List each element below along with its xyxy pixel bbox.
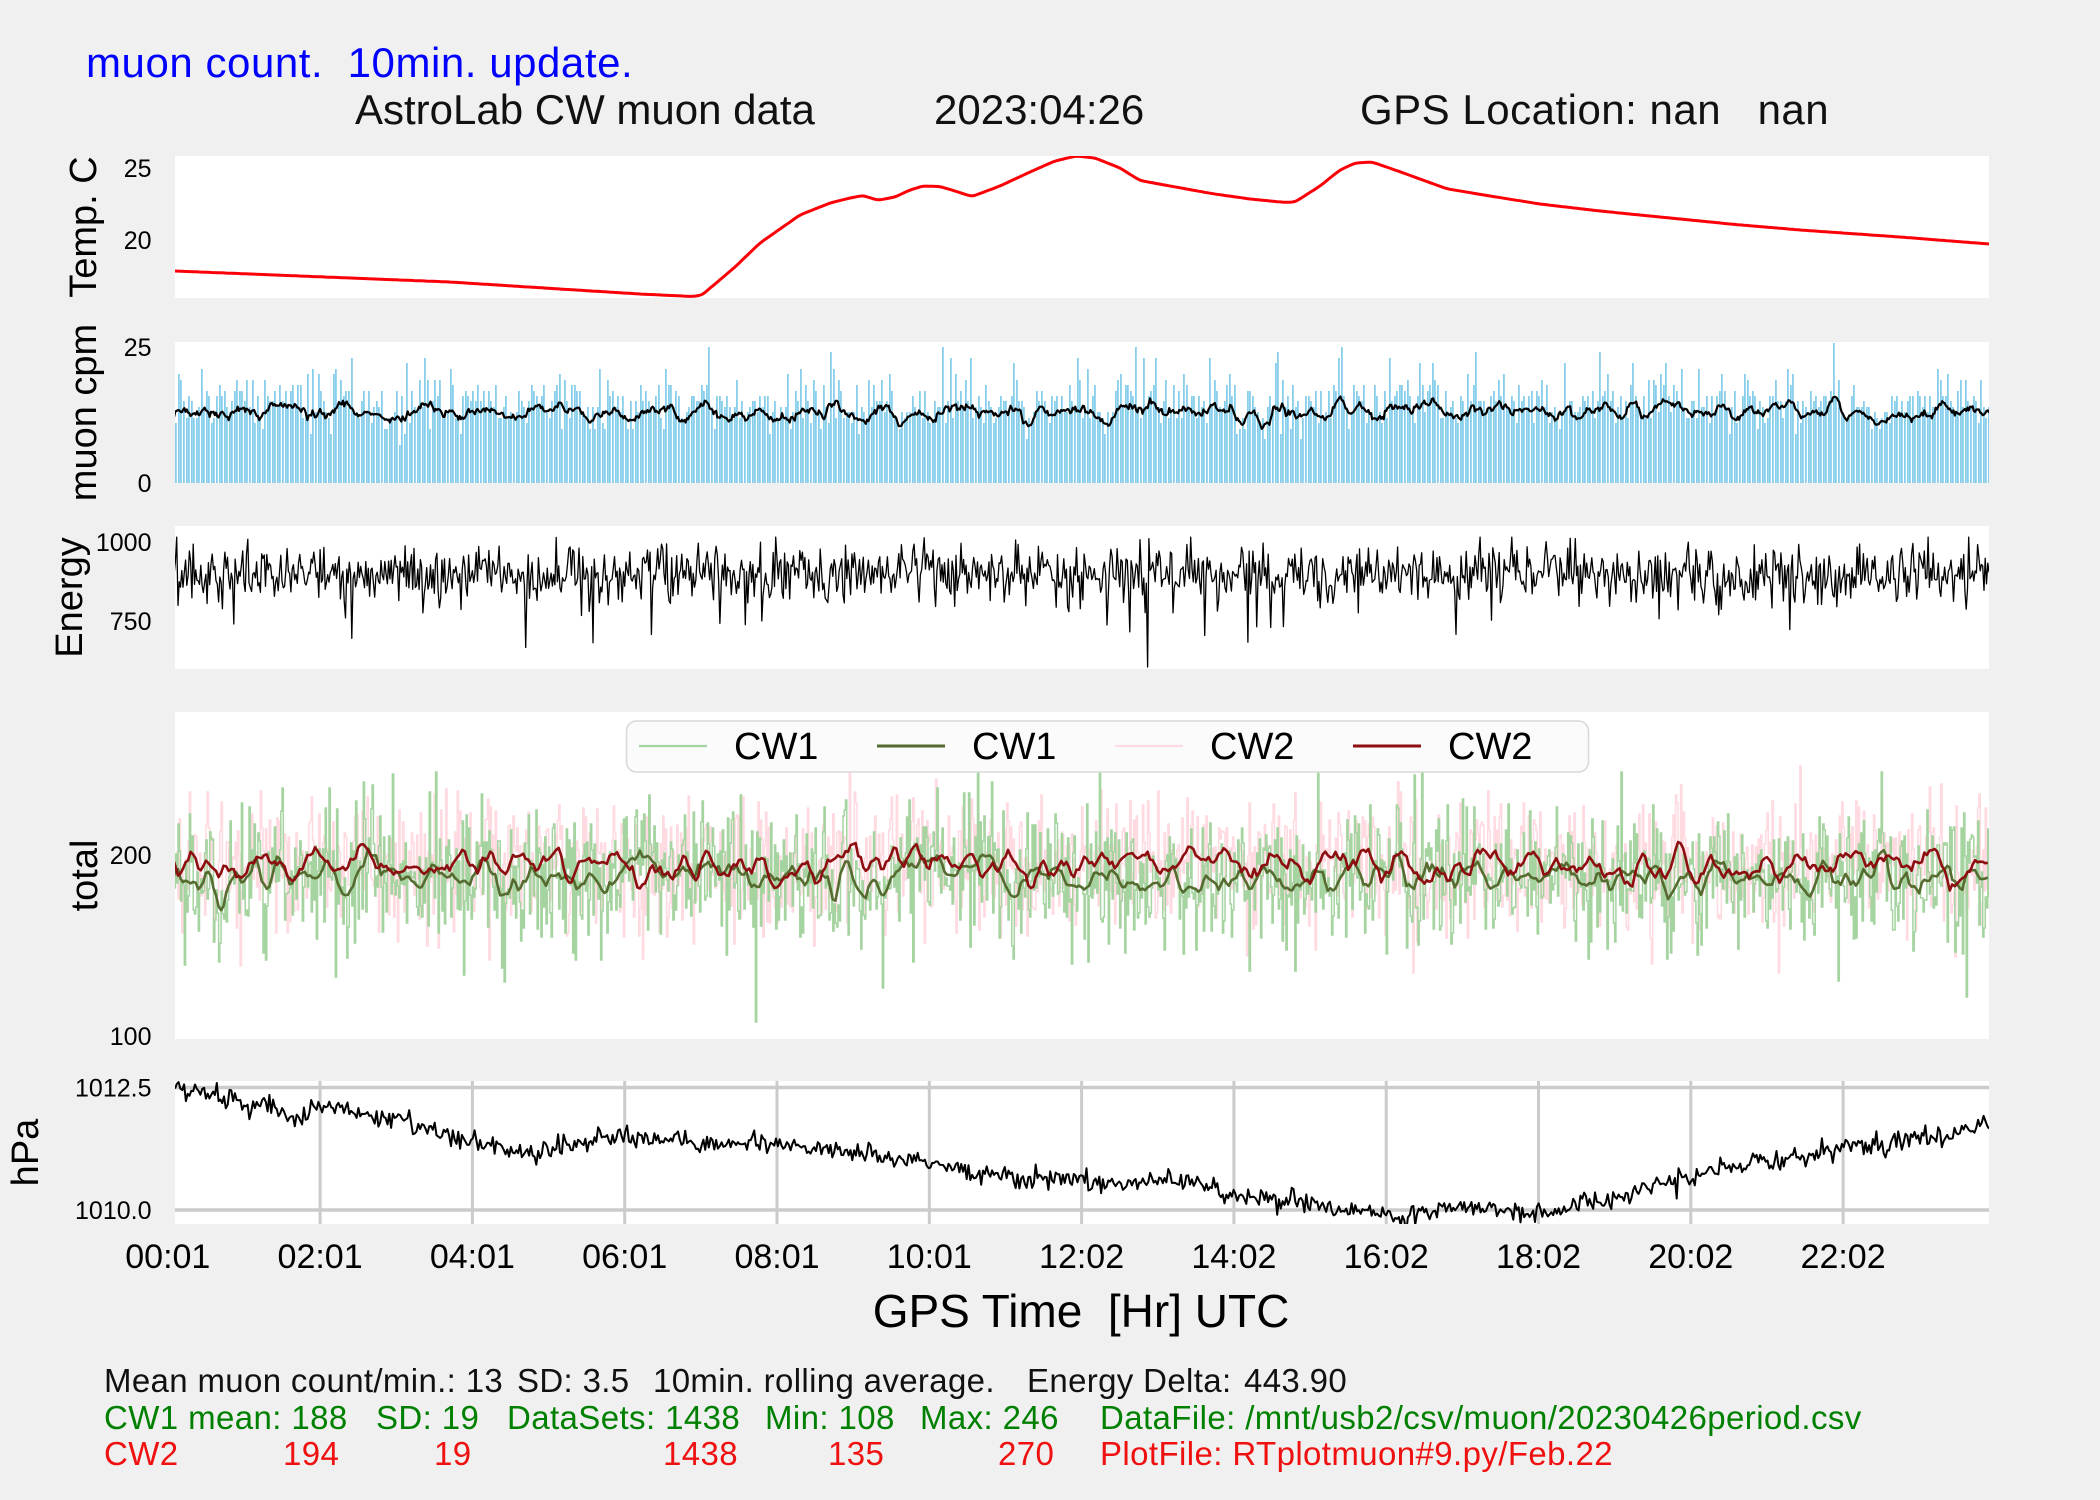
svg-text:1438: 1438 xyxy=(663,1435,738,1472)
svg-text:20: 20 xyxy=(124,227,152,255)
svg-text:muon cpm: muon cpm xyxy=(63,324,105,501)
svg-text:CW1: CW1 xyxy=(972,726,1056,768)
svg-text:06:01: 06:01 xyxy=(582,1238,667,1276)
svg-text:18:02: 18:02 xyxy=(1496,1238,1581,1276)
svg-text:2023:04:26: 2023:04:26 xyxy=(934,86,1144,133)
svg-text:19: 19 xyxy=(434,1435,472,1472)
svg-text:08:01: 08:01 xyxy=(734,1238,819,1276)
svg-text:200: 200 xyxy=(110,842,152,870)
svg-text:GPS Location: nan nan: GPS Location: nan nan xyxy=(1360,86,1829,133)
svg-text:1012.5: 1012.5 xyxy=(75,1075,151,1103)
svg-text:135: 135 xyxy=(828,1435,884,1472)
svg-text:25: 25 xyxy=(124,334,152,362)
svg-text:1000: 1000 xyxy=(96,529,152,557)
svg-text:Temp. C: Temp. C xyxy=(63,156,105,297)
svg-text:10:01: 10:01 xyxy=(887,1238,972,1276)
svg-text:DataSets: 1438: DataSets: 1438 xyxy=(507,1399,740,1436)
svg-text:1010.0: 1010.0 xyxy=(75,1197,151,1225)
svg-text:16:02: 16:02 xyxy=(1344,1238,1429,1276)
svg-text:02:01: 02:01 xyxy=(278,1238,363,1276)
svg-text:Energy Delta:: Energy Delta: xyxy=(1027,1362,1231,1399)
svg-text:194: 194 xyxy=(283,1435,339,1472)
svg-text:GPS Time [Hr] UTC: GPS Time [Hr] UTC xyxy=(873,1285,1290,1337)
svg-text:Mean muon count/min.: 13: Mean muon count/min.: 13 xyxy=(104,1362,503,1399)
svg-text:Max: 246: Max: 246 xyxy=(920,1399,1059,1436)
svg-text:AstroLab CW muon data: AstroLab CW muon data xyxy=(355,86,816,133)
svg-text:muon count. 10min. update.: muon count. 10min. update. xyxy=(86,39,633,86)
svg-text:CW1 mean: 188: CW1 mean: 188 xyxy=(104,1399,348,1436)
svg-text:04:01: 04:01 xyxy=(430,1238,515,1276)
svg-text:100: 100 xyxy=(110,1023,152,1051)
svg-text:total: total xyxy=(64,840,106,912)
svg-text:Min: 108: Min: 108 xyxy=(765,1399,895,1436)
svg-text:CW2: CW2 xyxy=(1210,726,1294,768)
svg-text:SD: 3.5: SD: 3.5 xyxy=(517,1362,630,1399)
svg-text:0: 0 xyxy=(138,470,152,498)
svg-text:Energy: Energy xyxy=(49,537,91,657)
svg-text:22:02: 22:02 xyxy=(1801,1238,1886,1276)
svg-text:25: 25 xyxy=(124,155,152,183)
svg-text:12:02: 12:02 xyxy=(1039,1238,1124,1276)
svg-text:14:02: 14:02 xyxy=(1191,1238,1276,1276)
svg-text:SD: 19: SD: 19 xyxy=(376,1399,479,1436)
svg-text:PlotFile: RTplotmuon#9.py/Feb.: PlotFile: RTplotmuon#9.py/Feb.22 xyxy=(1100,1435,1613,1472)
svg-text:750: 750 xyxy=(110,608,152,636)
svg-text:CW2: CW2 xyxy=(1448,726,1532,768)
svg-text:20:02: 20:02 xyxy=(1648,1238,1733,1276)
svg-text:CW2: CW2 xyxy=(104,1435,179,1472)
svg-text:CW1: CW1 xyxy=(734,726,818,768)
svg-text:270: 270 xyxy=(998,1435,1054,1472)
svg-text:hPa: hPa xyxy=(5,1118,47,1186)
svg-text:00:01: 00:01 xyxy=(125,1238,210,1276)
svg-text:443.90: 443.90 xyxy=(1244,1362,1347,1399)
svg-text:10min. rolling average.: 10min. rolling average. xyxy=(653,1362,995,1399)
svg-text:DataFile: /mnt/usb2/csv/muon/2: DataFile: /mnt/usb2/csv/muon/20230426per… xyxy=(1100,1399,1862,1436)
